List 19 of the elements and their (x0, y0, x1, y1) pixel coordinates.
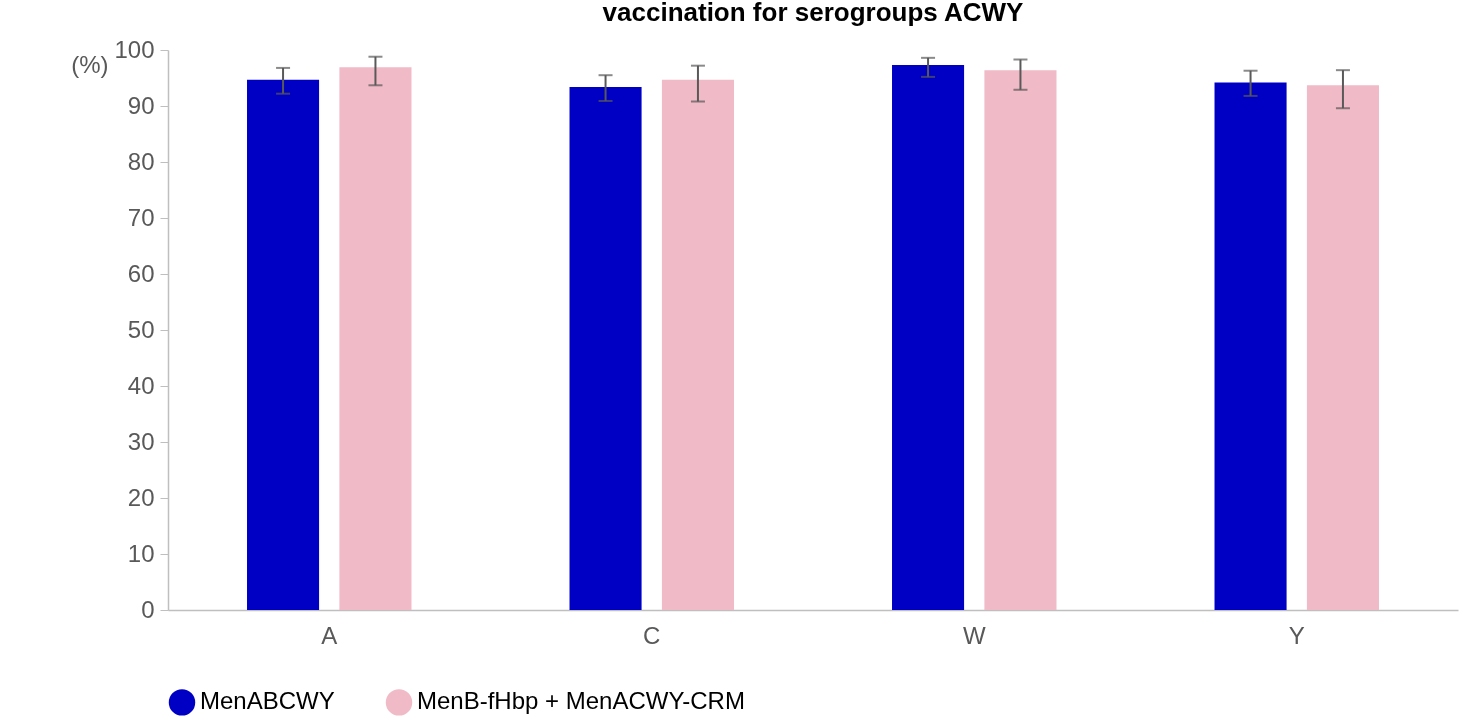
y-tick-label: 100 (114, 35, 155, 63)
y-tick-label: 70 (127, 203, 155, 231)
y-tick-label: 20 (127, 483, 155, 511)
x-tick-label: W (962, 621, 986, 649)
x-tick-label: C (643, 621, 661, 649)
y-tick-label: 30 (127, 427, 155, 455)
x-tick-label: Y (1288, 621, 1305, 649)
y-tick-label: 10 (127, 539, 155, 567)
y-tick-label: 60 (127, 259, 155, 287)
y-tick-label: 40 (127, 371, 155, 399)
legend-label: MenB-fHbp + MenACWY-CRM (417, 687, 745, 715)
y-tick-label: 80 (127, 147, 155, 175)
legend-label: MenABCWY (200, 687, 335, 715)
y-axis-title: (%) (71, 50, 109, 78)
y-tick-label: 50 (127, 315, 155, 343)
y-tick-label: 90 (127, 91, 155, 119)
y-tick-label: 0 (141, 595, 155, 623)
chart-title: vaccination for serogroups ACWY (602, 0, 1024, 27)
x-tick-label: A (321, 621, 338, 649)
